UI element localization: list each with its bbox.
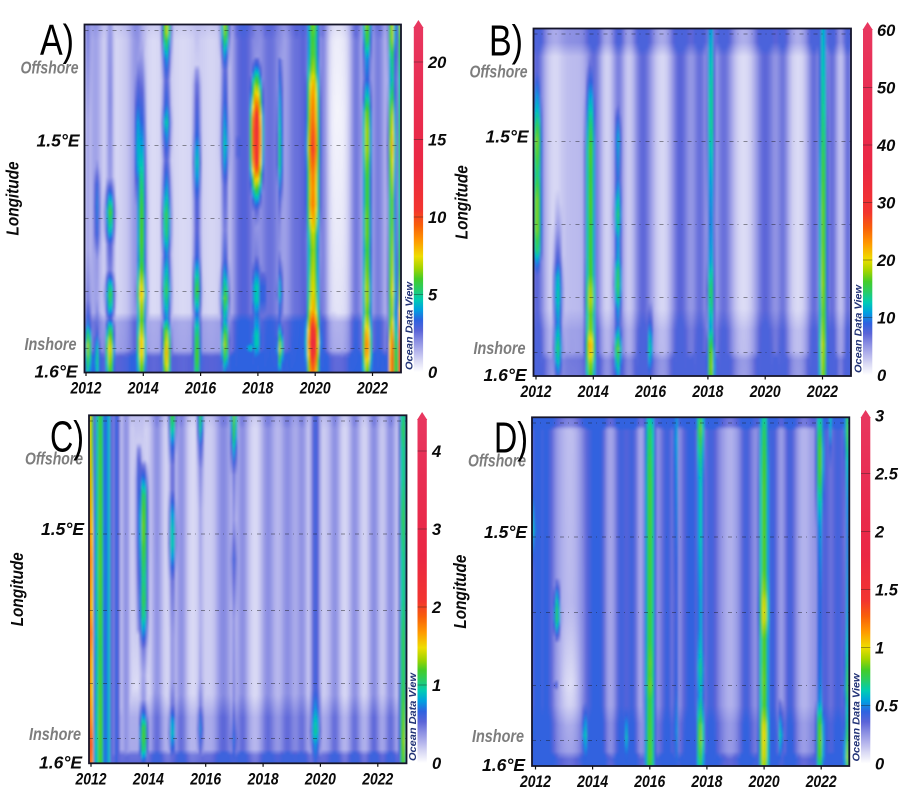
svg-text:1.6°E: 1.6°E (484, 365, 528, 385)
svg-text:Ocean Data View: Ocean Data View (403, 281, 415, 370)
svg-text:A): A) (40, 16, 74, 65)
svg-text:1.5: 1.5 (875, 582, 899, 600)
svg-text:3: 3 (432, 521, 441, 539)
svg-text:1: 1 (432, 677, 441, 695)
svg-text:2014: 2014 (127, 380, 159, 398)
svg-text:2018: 2018 (692, 383, 725, 401)
svg-text:B): B) (489, 17, 523, 66)
svg-text:2012: 2012 (520, 383, 552, 401)
svg-text:0: 0 (432, 755, 442, 773)
svg-text:30: 30 (877, 195, 896, 213)
svg-text:2016: 2016 (633, 773, 666, 791)
svg-text:2020: 2020 (749, 383, 782, 401)
svg-text:Ocean Data View: Ocean Data View (853, 284, 865, 373)
svg-text:2020: 2020 (304, 770, 337, 788)
svg-text:2020: 2020 (299, 380, 332, 398)
svg-text:2018: 2018 (247, 770, 280, 788)
svg-text:Longitude: Longitude (7, 552, 27, 626)
svg-text:2020: 2020 (748, 773, 781, 791)
svg-text:2022: 2022 (356, 380, 388, 398)
svg-text:3: 3 (875, 408, 884, 426)
svg-text:2: 2 (431, 599, 441, 617)
svg-text:Inshore: Inshore (29, 724, 81, 744)
svg-text:0: 0 (875, 756, 885, 774)
svg-text:1.6°E: 1.6°E (35, 362, 79, 382)
svg-text:2018: 2018 (242, 380, 275, 398)
svg-text:2016: 2016 (184, 380, 217, 398)
svg-text:Offshore: Offshore (468, 450, 526, 470)
svg-text:Inshore: Inshore (472, 726, 524, 746)
svg-text:D): D) (494, 414, 528, 463)
svg-text:2012: 2012 (519, 773, 551, 791)
svg-text:Longitude: Longitude (450, 554, 470, 628)
svg-text:Longitude: Longitude (3, 161, 23, 235)
svg-text:2022: 2022 (805, 773, 837, 791)
svg-text:2018: 2018 (691, 773, 724, 791)
svg-text:C): C) (50, 413, 84, 462)
svg-text:4: 4 (431, 443, 441, 461)
svg-text:1.5°E: 1.5°E (484, 522, 528, 542)
svg-text:1.6°E: 1.6°E (482, 755, 526, 775)
svg-text:Offshore: Offshore (21, 58, 79, 78)
svg-text:40: 40 (876, 137, 896, 155)
svg-text:Longitude: Longitude (452, 165, 472, 239)
svg-text:2012: 2012 (75, 770, 107, 788)
svg-text:Ocean Data View: Ocean Data View (407, 672, 419, 761)
svg-text:10: 10 (428, 209, 447, 227)
svg-text:2016: 2016 (189, 770, 222, 788)
svg-text:1.5°E: 1.5°E (41, 519, 85, 539)
svg-text:2022: 2022 (361, 770, 393, 788)
svg-text:20: 20 (876, 252, 896, 270)
svg-text:10: 10 (877, 310, 896, 328)
svg-text:2022: 2022 (806, 383, 838, 401)
svg-text:Ocean Data View: Ocean Data View (851, 673, 863, 762)
svg-text:0: 0 (877, 367, 887, 385)
svg-text:60: 60 (877, 22, 896, 40)
svg-text:Offshore: Offshore (470, 62, 528, 82)
svg-text:20: 20 (427, 54, 447, 72)
svg-text:2: 2 (874, 524, 884, 542)
svg-text:Offshore: Offshore (25, 448, 83, 468)
svg-text:1.5°E: 1.5°E (37, 131, 81, 151)
svg-text:50: 50 (877, 80, 896, 98)
svg-text:2016: 2016 (634, 383, 667, 401)
svg-text:2012: 2012 (70, 380, 102, 398)
svg-text:Inshore: Inshore (25, 334, 77, 354)
svg-text:2014: 2014 (132, 770, 164, 788)
svg-text:2014: 2014 (577, 383, 609, 401)
svg-text:1: 1 (875, 640, 884, 658)
svg-text:1.5°E: 1.5°E (486, 127, 530, 147)
svg-text:2014: 2014 (576, 773, 608, 791)
svg-text:5: 5 (428, 287, 438, 305)
svg-text:1.6°E: 1.6°E (39, 752, 83, 772)
svg-text:Inshore: Inshore (474, 338, 526, 358)
svg-text:15: 15 (428, 132, 447, 150)
svg-text:0: 0 (428, 364, 438, 382)
svg-text:2.5: 2.5 (874, 466, 899, 484)
svg-text:0.5: 0.5 (875, 698, 899, 716)
